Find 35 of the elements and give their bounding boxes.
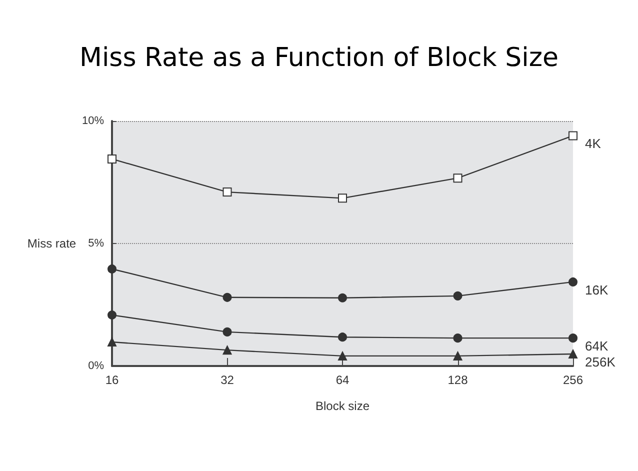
point [568, 131, 578, 140]
point [568, 349, 578, 358]
x-tick-label: 256 [562, 373, 584, 387]
point [222, 188, 232, 197]
point [453, 291, 462, 300]
series-label: 16K [585, 282, 608, 298]
series-label: 4K [585, 136, 602, 152]
point [108, 154, 116, 164]
x-tick-label: 16 [105, 373, 119, 387]
point [338, 332, 347, 342]
y-tick-label: 10% [82, 115, 104, 127]
series-label: 64K [585, 338, 608, 354]
y-tick-label: 5% [88, 238, 104, 250]
point [338, 351, 347, 360]
point [222, 292, 232, 302]
y-axis-title: Miss rate [27, 236, 76, 250]
x-tick-label: 64 [336, 373, 350, 387]
point [453, 174, 462, 183]
point [338, 293, 347, 302]
point [108, 310, 116, 320]
x-axis-title: Block size [315, 399, 370, 413]
chart-title: Miss Rate as a Function of Block Size [80, 43, 558, 73]
point [222, 346, 232, 355]
x-tick-label: 32 [220, 373, 234, 387]
point [108, 337, 116, 346]
y-tick-label: 0% [88, 360, 104, 372]
point [568, 277, 578, 286]
point [108, 264, 116, 274]
point [568, 334, 578, 343]
x-tick-label: 128 [448, 373, 468, 387]
point [222, 327, 232, 336]
point [453, 351, 462, 360]
point [338, 194, 347, 203]
series-label: 256K [585, 354, 616, 370]
point [453, 334, 462, 343]
